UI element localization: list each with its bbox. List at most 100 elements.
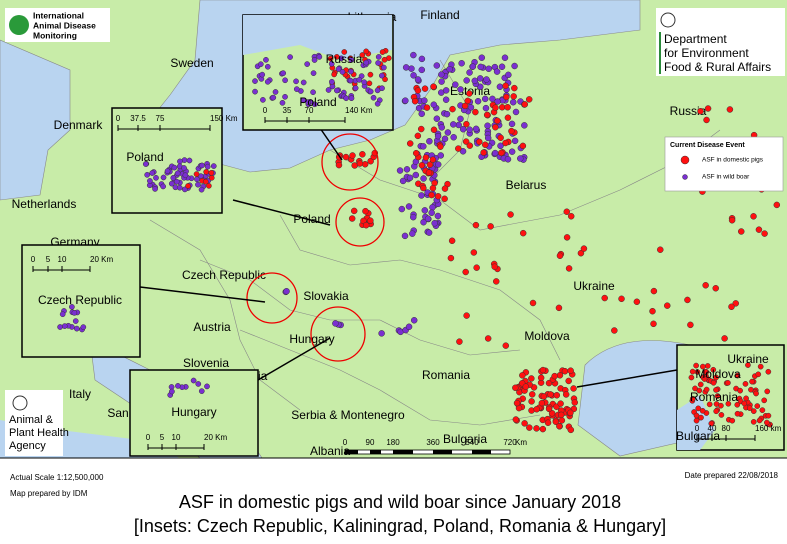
wild-boar-outbreak — [482, 104, 490, 112]
wild-boar-outbreak — [472, 125, 480, 133]
domestic-pig-outbreak — [633, 298, 641, 306]
domestic-pig-outbreak — [567, 213, 575, 220]
wild-boar-outbreak — [496, 83, 504, 91]
wild-boar-outbreak — [304, 61, 311, 67]
domestic-pig-outbreak — [701, 376, 708, 382]
wild-boar-outbreak — [260, 97, 266, 103]
inset-scale-label: 5 — [160, 433, 165, 442]
domestic-pig-outbreak — [706, 401, 713, 408]
inset-scale-label: 20 Km — [90, 255, 113, 264]
domestic-pig-outbreak — [483, 111, 491, 119]
domestic-pig-outbreak — [746, 405, 753, 411]
domestic-pig-outbreak — [741, 400, 748, 407]
inset-label: Moldova — [695, 367, 741, 381]
wild-boar-outbreak — [410, 317, 418, 324]
domestic-pig-outbreak — [491, 263, 498, 270]
scale-bar-dark — [472, 450, 491, 454]
domestic-pig-outbreak — [565, 377, 572, 385]
wild-boar-outbreak — [149, 170, 156, 176]
domestic-pig-outbreak — [750, 213, 757, 220]
wild-boar-outbreak — [348, 68, 354, 75]
wild-boar-outbreak — [474, 97, 482, 105]
domestic-pig-outbreak — [476, 138, 483, 146]
domestic-pig-outbreak — [437, 143, 444, 150]
inset-scale-label: 0 — [695, 424, 700, 433]
domestic-pig-outbreak — [428, 191, 435, 199]
wild-boar-outbreak — [476, 75, 484, 82]
domestic-pig-outbreak — [561, 367, 569, 375]
inset-scale-label: 0 — [116, 114, 121, 123]
inset-frame — [21, 244, 141, 358]
borders — [149, 59, 721, 426]
domestic-pig-outbreak — [556, 252, 564, 260]
domestic-pig-outbreak — [381, 56, 388, 63]
domestic-pig-outbreak — [462, 268, 469, 276]
country-label: Belarus — [506, 178, 547, 192]
domestic-pig-outbreak — [689, 396, 696, 402]
domestic-pig-outbreak — [185, 183, 191, 189]
wild-boar-outbreak — [434, 212, 442, 220]
wild-boar-outbreak — [169, 388, 175, 395]
country-label: Czech Republic — [182, 268, 266, 282]
domestic-pig-outbreak — [510, 93, 517, 100]
domestic-pig-outbreak — [472, 108, 479, 116]
domestic-pig-outbreak — [729, 417, 736, 424]
wild-boar-outbreak — [418, 55, 426, 63]
wild-boar-outbreak — [361, 79, 368, 86]
wild-boar-outbreak — [142, 161, 149, 167]
wild-boar-outbreak — [272, 89, 279, 95]
domestic-pig-outbreak — [759, 407, 766, 413]
border — [199, 259, 521, 356]
wild-boar-outbreak — [493, 68, 501, 75]
wild-boar-outbreak — [263, 56, 269, 63]
connector — [576, 369, 678, 388]
wild-boar-outbreak — [508, 148, 516, 155]
wild-boar-outbreak — [80, 324, 87, 330]
wild-boar-outbreak — [282, 77, 288, 84]
wild-boar-outbreak — [434, 161, 442, 168]
domestic-pig-outbreak — [367, 217, 374, 224]
wild-boar-outbreak — [410, 51, 417, 59]
domestic-pig-outbreak — [379, 49, 386, 55]
domestic-pig-outbreak — [567, 409, 574, 417]
domestic-pig-outbreak — [462, 138, 470, 145]
wild-boar-outbreak — [335, 66, 342, 72]
wild-boar-outbreak — [378, 72, 385, 79]
domestic-pig-outbreak — [692, 385, 698, 392]
legend-item: ASF in wild boar — [702, 174, 750, 181]
highlight-circle — [335, 197, 385, 247]
domestic-pig-outbreak — [497, 134, 504, 142]
inset-label: Poland — [299, 95, 336, 109]
wild-boar-outbreak — [378, 330, 385, 337]
domestic-pig-outbreak — [557, 400, 564, 407]
domestic-pig-outbreak — [508, 127, 515, 135]
domestic-pig-outbreak — [348, 215, 356, 222]
border — [239, 329, 541, 426]
wild-boar-outbreak — [446, 65, 453, 73]
wild-boar-outbreak — [410, 213, 417, 221]
domestic-pig-outbreak — [577, 249, 585, 257]
domestic-pig-outbreak — [754, 403, 761, 409]
domestic-pig-outbreak — [710, 379, 717, 386]
wild-boar-outbreak — [420, 175, 427, 182]
wild-boar-outbreak — [511, 137, 519, 145]
domestic-pig-outbreak — [761, 397, 768, 404]
country-label: Romania — [422, 368, 470, 382]
wild-boar-outbreak — [174, 170, 181, 177]
wild-boar-outbreak — [497, 142, 504, 150]
domestic-pig-outbreak — [502, 82, 509, 90]
wild-boar-outbreak — [425, 229, 433, 236]
domestic-pig-outbreak — [417, 125, 425, 133]
legend-swatch — [682, 174, 688, 180]
wild-boar-outbreak — [367, 88, 374, 95]
inset-scale-label: 150 Km — [210, 114, 238, 123]
domestic-pig-outbreak — [418, 162, 426, 169]
wild-boar-outbreak — [270, 94, 277, 101]
actual-scale: Actual Scale 1:12,500,000 — [10, 473, 104, 482]
domestic-pig-outbreak — [498, 149, 505, 157]
wild-boar-outbreak — [483, 76, 490, 83]
inset-scale-label: 0 — [146, 433, 151, 442]
wild-boar-outbreak — [442, 87, 450, 94]
domestic-pig-outbreak — [718, 402, 724, 409]
country-label: Finland — [420, 8, 459, 22]
